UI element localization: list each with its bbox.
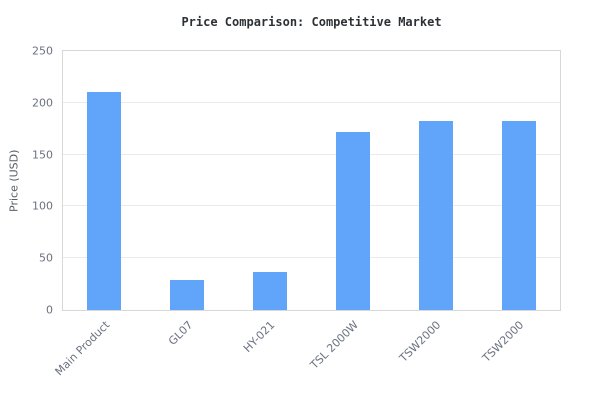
x-tick-label: TSW2000	[397, 318, 444, 365]
bar	[253, 271, 288, 310]
x-tick-label: TSW2000	[479, 318, 527, 365]
y-tick-label: 0	[46, 303, 53, 317]
x-tick-label: GL07	[165, 318, 196, 348]
y-tick-label: 100	[32, 199, 53, 213]
x-tick-label: TSL 2000W	[307, 318, 361, 372]
bar	[418, 121, 453, 310]
x-tick-label: HY-021	[241, 318, 278, 355]
plot-area	[62, 50, 561, 311]
gridline	[63, 257, 560, 259]
gridline	[63, 101, 560, 103]
bar	[335, 131, 370, 310]
y-tick-label: 150	[32, 148, 53, 162]
bar	[501, 121, 536, 310]
y-tick-label: 250	[32, 44, 53, 58]
bar	[170, 279, 205, 310]
y-tick-label: 50	[39, 251, 53, 265]
chart-title: Price Comparison: Competitive Market	[181, 15, 442, 29]
x-tick-label: Main Product	[52, 318, 113, 379]
gridline	[63, 205, 560, 207]
y-tick-label: 200	[32, 96, 53, 110]
gridline	[63, 153, 560, 155]
bar	[87, 92, 122, 310]
y-axis-label: Price (USD)	[7, 149, 21, 212]
